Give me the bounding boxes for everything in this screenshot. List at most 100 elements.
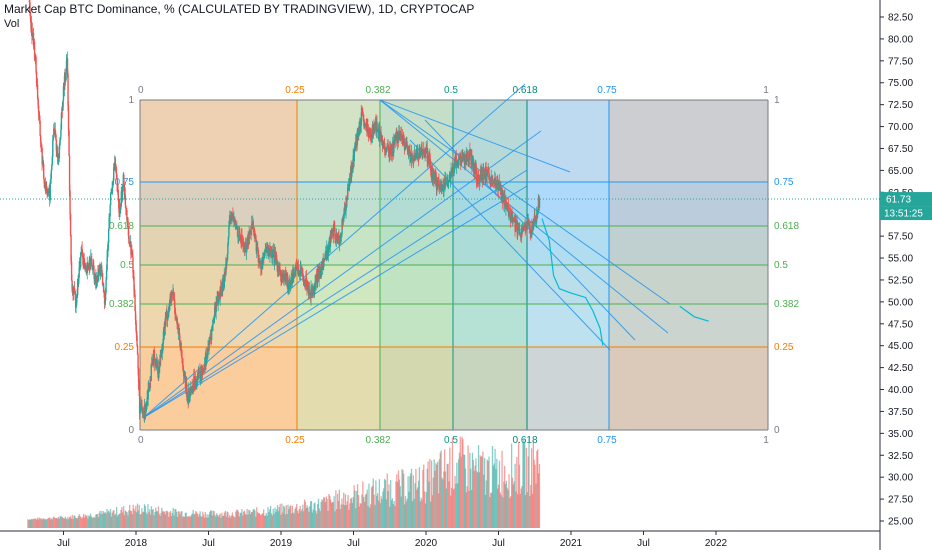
volume-bar	[429, 458, 431, 528]
candle-body	[257, 250, 260, 262]
candle-body	[104, 292, 107, 301]
volume-bar	[470, 489, 473, 528]
volume-bar	[80, 517, 82, 528]
volume-bar	[423, 491, 426, 528]
volume-bar	[290, 513, 293, 528]
volume-bar	[443, 449, 446, 528]
candle-body	[203, 367, 205, 369]
volume-bar	[208, 514, 210, 528]
volume-bar	[75, 518, 78, 528]
candle-body	[137, 354, 139, 369]
volume-bar	[374, 504, 376, 528]
candle-body	[256, 246, 259, 248]
candle-body	[400, 133, 402, 135]
volume-bar	[378, 479, 381, 528]
candle-body	[528, 218, 530, 222]
candle-body	[509, 212, 511, 214]
candle-body	[166, 316, 169, 321]
fib-level-right-label: 0.25	[774, 342, 794, 353]
candle-body	[165, 313, 167, 317]
volume-bar	[446, 463, 448, 528]
candle-body	[448, 180, 450, 182]
candle-body	[537, 208, 539, 214]
volume-bar	[75, 517, 77, 528]
fib-level-left-label: 0.382	[109, 299, 134, 310]
candle-body	[429, 158, 432, 167]
volume-bar	[282, 512, 284, 528]
volume-bar	[197, 516, 200, 528]
volume-bar	[167, 511, 169, 528]
volume-bar	[403, 504, 406, 528]
trend-line	[379, 99, 669, 334]
volume-bar	[390, 500, 393, 528]
candle-body	[42, 163, 45, 179]
candle-body	[456, 162, 458, 163]
candle-body	[313, 286, 316, 291]
volume-bar	[178, 511, 180, 528]
candle-body	[475, 167, 478, 182]
volume-bar	[210, 510, 213, 528]
volume-bar	[153, 515, 155, 528]
candle-body	[536, 213, 539, 219]
candle-body	[377, 130, 380, 139]
candle-body	[367, 125, 369, 129]
candle-body	[502, 194, 504, 202]
candle-body	[289, 285, 292, 288]
volume-bar	[204, 512, 207, 528]
candle-body	[497, 179, 499, 189]
fib-retracement-band	[140, 182, 768, 226]
candle-body	[152, 359, 154, 361]
candle-body	[120, 206, 122, 210]
candle-body	[353, 151, 355, 162]
volume-bar	[518, 464, 521, 528]
chart-title: Market Cap BTC Dominance, % (CALCULATED …	[4, 2, 475, 16]
candle-body	[234, 219, 237, 225]
volume-bar	[384, 480, 387, 528]
volume-bar	[476, 471, 478, 528]
volume-bar	[35, 519, 38, 528]
candle-body	[452, 163, 454, 174]
candle-body	[134, 294, 136, 312]
candle-body	[527, 218, 530, 225]
candle-body	[136, 335, 138, 346]
candle-body	[466, 155, 469, 162]
candle-body	[506, 208, 509, 210]
candle-body	[57, 157, 60, 165]
fib-retracement-band	[140, 304, 768, 347]
candle-body	[319, 267, 321, 274]
volume-bar	[63, 518, 66, 528]
volume-bar	[105, 513, 107, 528]
volume-bar	[515, 491, 517, 528]
volume-bar	[385, 499, 387, 528]
volume-bar	[272, 508, 274, 528]
fib-level-right-label: 1	[774, 95, 780, 106]
candle-body	[528, 221, 531, 227]
volume-bar	[60, 516, 62, 528]
candle-body	[447, 181, 449, 187]
volume-bar	[400, 496, 402, 528]
candle-body	[435, 174, 437, 179]
candle-body	[420, 151, 422, 156]
candle-body	[405, 144, 407, 149]
candle-body	[338, 238, 341, 245]
candle-body	[279, 269, 281, 271]
volume-bar	[160, 512, 162, 528]
volume-bar	[289, 506, 291, 528]
volume-bar	[72, 518, 74, 528]
candle-body	[170, 292, 173, 299]
candle-body	[101, 270, 103, 274]
candle-body	[218, 292, 220, 296]
volume-bar	[477, 472, 479, 528]
volume-bar	[81, 518, 83, 528]
candle-body	[346, 199, 348, 201]
fib-level-right-label: 0.618	[774, 221, 799, 232]
candle-body	[162, 343, 164, 349]
volume-bar	[206, 514, 208, 528]
volume-bar	[234, 517, 236, 528]
volume-bar	[45, 519, 47, 528]
candle-body	[315, 275, 317, 285]
volume-bar	[138, 504, 140, 528]
volume-bar	[480, 456, 482, 528]
candle-body	[310, 286, 312, 298]
